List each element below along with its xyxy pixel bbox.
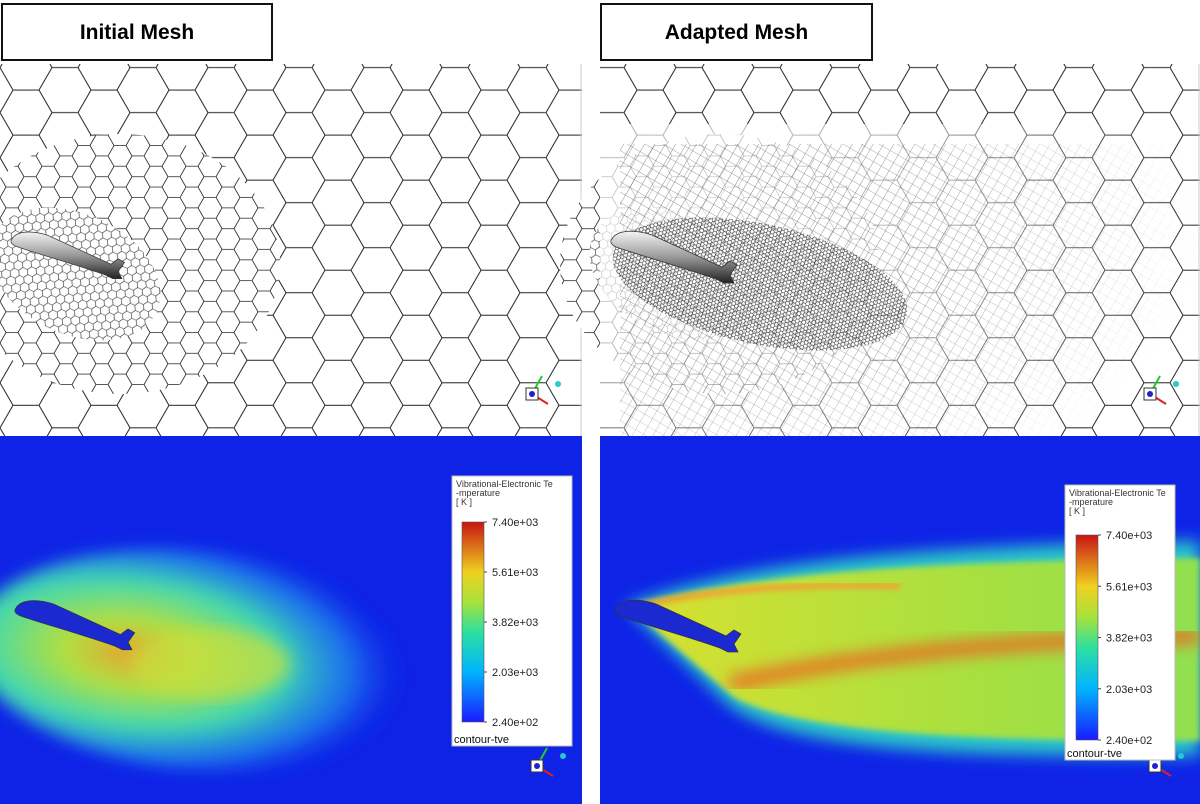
legend-title: Vibrational-Electronic Te xyxy=(1069,488,1166,498)
mesh-view xyxy=(0,64,582,436)
axis-triad xyxy=(560,753,566,759)
panel-title: Adapted Mesh xyxy=(665,21,809,44)
panel: Adapted Mesh Vibrational-Electronic Te-mp… xyxy=(560,3,1200,804)
vehicle xyxy=(10,231,126,279)
colorbar-tick-label: 2.03e+03 xyxy=(1106,684,1152,696)
axis-triad xyxy=(529,391,535,397)
legend-title: Vibrational-Electronic Te xyxy=(456,479,553,489)
panel-title: Initial Mesh xyxy=(80,21,194,44)
colorbar-tick-label: 7.40e+03 xyxy=(1106,530,1152,542)
panel: Initial Mesh Vibrational-Electronic Te-mp… xyxy=(0,3,582,804)
colorbar-tick-label: 2.03e+03 xyxy=(492,667,538,679)
colorbar-tick-label: 5.61e+03 xyxy=(492,567,538,579)
plume xyxy=(130,629,290,699)
colorbar-tick-label: 3.82e+03 xyxy=(1106,633,1152,645)
legend-title: [ K ] xyxy=(1069,506,1085,516)
colorbar-tick-label: 7.40e+03 xyxy=(492,517,538,529)
axis-triad xyxy=(534,763,540,769)
legend-footer: contour-tve xyxy=(454,734,509,746)
shear-layer xyxy=(629,582,901,611)
legend-title: -mperature xyxy=(456,488,500,498)
vehicle xyxy=(610,230,738,284)
axis-triad xyxy=(1178,753,1184,759)
contour-view: Vibrational-Electronic Te-mperature[ K ]… xyxy=(0,436,582,804)
axis-triad xyxy=(1173,381,1179,387)
colorbar-tick-label: 2.40e+02 xyxy=(1106,735,1152,747)
vehicle xyxy=(14,600,136,651)
axis-triad xyxy=(1152,763,1158,769)
vehicle xyxy=(614,599,742,653)
axis-triad xyxy=(1147,391,1153,397)
legend-footer: contour-tve xyxy=(1067,748,1122,760)
legend-title: [ K ] xyxy=(456,497,472,507)
colorbar xyxy=(1075,534,1099,741)
mesh-view xyxy=(560,64,1200,436)
title-box xyxy=(600,3,873,61)
contour-view: Vibrational-Electronic Te-mperature[ K ]… xyxy=(600,436,1200,804)
colorbar-tick-label: 5.61e+03 xyxy=(1106,581,1152,593)
axis-triad xyxy=(555,381,561,387)
colorbar xyxy=(461,521,485,723)
colorbar-tick-label: 3.82e+03 xyxy=(492,617,538,629)
title-box xyxy=(1,3,273,61)
colorbar-tick-label: 2.40e+02 xyxy=(492,717,538,729)
legend-title: -mperature xyxy=(1069,497,1113,507)
